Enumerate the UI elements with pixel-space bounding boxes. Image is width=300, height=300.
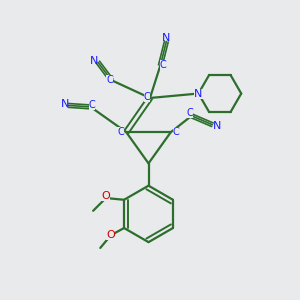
- Text: N: N: [194, 88, 202, 98]
- Text: C: C: [160, 60, 167, 70]
- Text: N: N: [90, 56, 99, 66]
- Text: C: C: [144, 92, 150, 101]
- Text: C: C: [187, 108, 194, 118]
- Text: O: O: [106, 230, 115, 241]
- Text: C: C: [106, 75, 113, 85]
- Text: N: N: [162, 33, 170, 43]
- Text: C: C: [89, 100, 95, 110]
- Text: N: N: [61, 99, 69, 109]
- Text: C: C: [118, 127, 124, 137]
- Text: C: C: [173, 127, 179, 137]
- Text: O: O: [101, 191, 110, 201]
- Text: N: N: [213, 121, 221, 131]
